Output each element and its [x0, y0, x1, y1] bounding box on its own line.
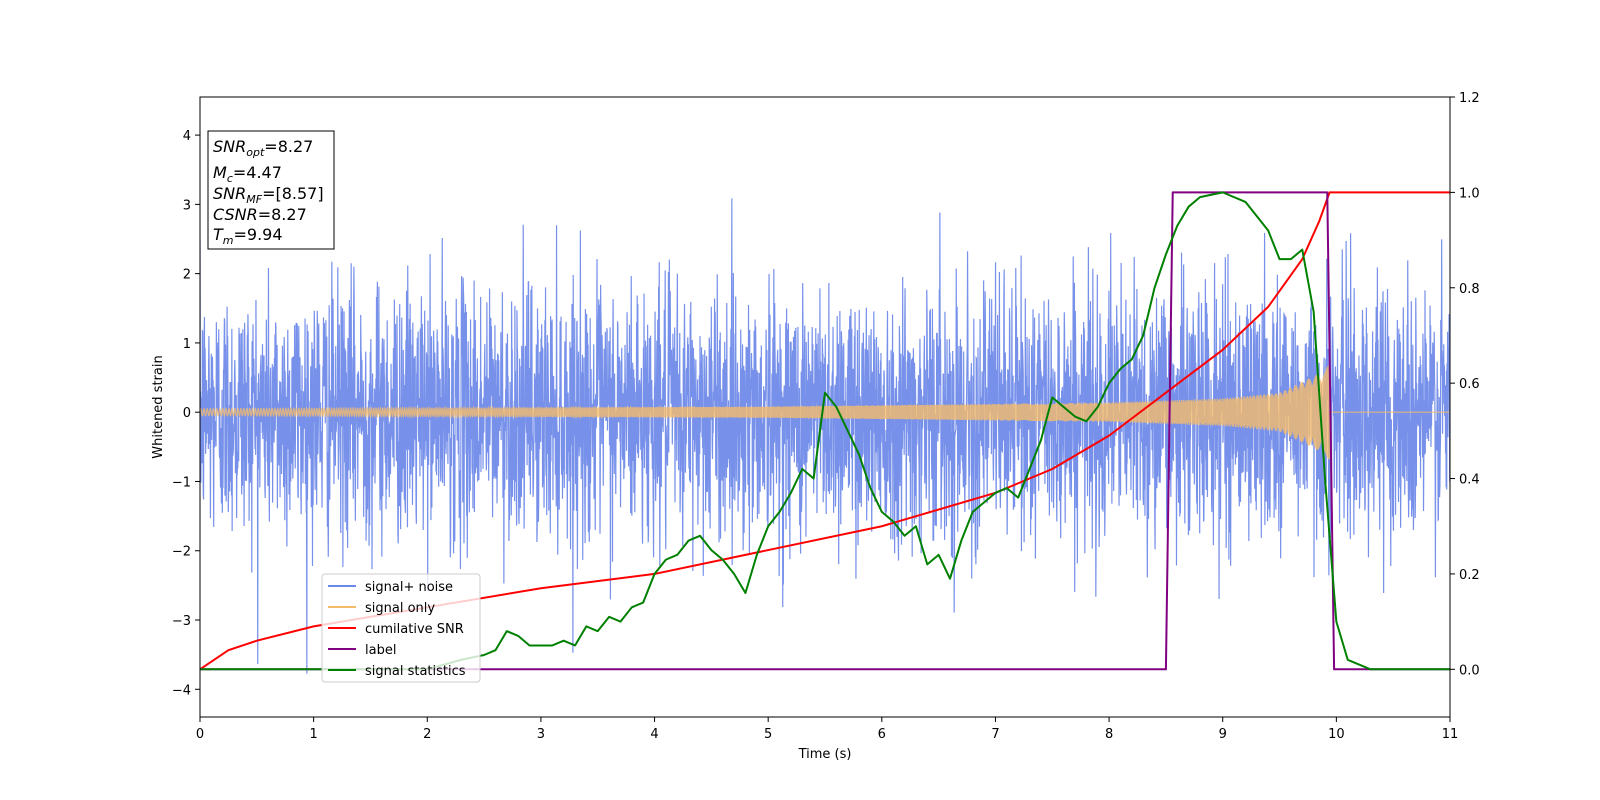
- legend-label-label: label: [365, 643, 396, 658]
- info-snr-mf: SNRMF=[8.57]: [213, 184, 324, 206]
- x-axis-label: Time (s): [798, 747, 852, 762]
- x-tick-label: 4: [650, 727, 658, 742]
- y-left-tick-label: −3: [172, 614, 191, 629]
- legend-label-signal-noise: signal+ noise: [365, 580, 453, 595]
- y-left-tick-label: −4: [172, 683, 191, 698]
- legend-frame: [321, 573, 481, 683]
- legend: signal+ noise signal only cumilative SNR…: [321, 573, 481, 683]
- x-tick-label: 0: [196, 727, 204, 742]
- info-box-frame: [207, 130, 335, 250]
- y-left-tick-label: −1: [172, 475, 191, 490]
- y-left-tick-label: 4: [183, 129, 191, 144]
- x-tick-label: 6: [878, 727, 886, 742]
- info-chirp-mass: Mc=4.47: [213, 163, 282, 185]
- x-tick-label: 1: [309, 727, 317, 742]
- info-snr-opt: SNRopt=8.27: [213, 137, 313, 159]
- y-axis-left: −4 −3 −2 −1 0 1 2 3 4: [172, 129, 200, 698]
- x-tick-label: 9: [1219, 727, 1227, 742]
- y-left-tick-label: 3: [183, 198, 191, 213]
- legend-label-cumulative-snr: cumilative SNR: [365, 622, 464, 637]
- y-right-tick-label: 0.8: [1459, 282, 1480, 297]
- y-right-tick-label: 1.2: [1459, 91, 1480, 106]
- x-tick-label: 7: [991, 727, 999, 742]
- y-right-tick-label: 0.0: [1459, 663, 1480, 678]
- x-tick-label: 3: [537, 727, 545, 742]
- legend-label-signal-statistics: signal statistics: [365, 664, 466, 679]
- y-left-tick-label: 2: [183, 268, 191, 283]
- x-axis: 0 1 2 3 4 5 6 7 8 9 10 11: [196, 717, 1458, 742]
- y-right-tick-label: 0.4: [1459, 473, 1480, 488]
- y-axis-label: Whitened strain: [151, 355, 166, 458]
- y-left-tick-label: −2: [172, 545, 191, 560]
- x-tick-label: 5: [764, 727, 772, 742]
- y-right-tick-label: 1.0: [1459, 186, 1480, 201]
- series-label: [200, 191, 1450, 671]
- x-tick-label: 10: [1328, 727, 1345, 742]
- legend-label-signal-only: signal only: [365, 601, 435, 616]
- plot-frame: [199, 96, 1451, 718]
- info-merger-time: Tm=9.94: [213, 225, 283, 247]
- series-signal-statistics: [200, 191, 1450, 671]
- x-tick-label: 2: [423, 727, 431, 742]
- y-right-tick-label: 0.6: [1459, 377, 1480, 392]
- metrics-info-box: SNRopt=8.27 Mc=4.47 SNRMF=[8.57] CSNR=8.…: [207, 130, 335, 250]
- plot-data-area: [200, 191, 1450, 674]
- x-tick-label: 11: [1442, 727, 1459, 742]
- info-csnr: CSNR=8.27: [213, 205, 307, 224]
- y-left-tick-label: 1: [183, 337, 191, 352]
- x-tick-label: 8: [1105, 727, 1113, 742]
- y-right-tick-label: 0.2: [1459, 568, 1480, 583]
- y-axis-right: 0.0 0.2 0.4 0.6 0.8 1.0 1.2: [1450, 91, 1480, 678]
- y-left-tick-label: 0: [183, 406, 191, 421]
- series-signal-only: [200, 365, 1450, 460]
